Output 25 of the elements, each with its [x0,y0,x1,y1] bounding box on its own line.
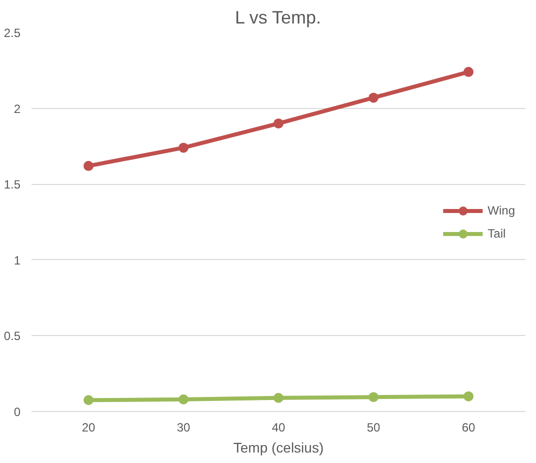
x-tick-label: 50 [366,420,380,434]
x-tick-label: 20 [82,420,96,434]
point [274,118,284,128]
point [178,142,188,153]
y-tick-label: 2 [14,102,21,116]
point [178,394,188,404]
point [464,66,474,77]
point [368,392,378,402]
y-tick-label: 1.5 [4,178,21,192]
legend-label: Wing [488,203,515,217]
y-tick-label: 0.5 [4,329,21,344]
y-tick-label: 1 [14,253,21,268]
point [464,391,474,402]
point [368,92,378,103]
x-tick-label: 40 [272,420,286,434]
x-tick-label: 30 [176,420,190,434]
chart-title: L vs Temp. [234,8,322,28]
y-tick-label: 2.5 [4,26,21,40]
y-tick-label: 0 [14,405,21,419]
x-axis-title: Temp (celsius) [233,440,324,456]
point [84,395,94,406]
point [84,160,94,171]
point [274,392,284,403]
legend-label: Tail [488,226,507,240]
x-tick-label: 60 [462,420,476,434]
